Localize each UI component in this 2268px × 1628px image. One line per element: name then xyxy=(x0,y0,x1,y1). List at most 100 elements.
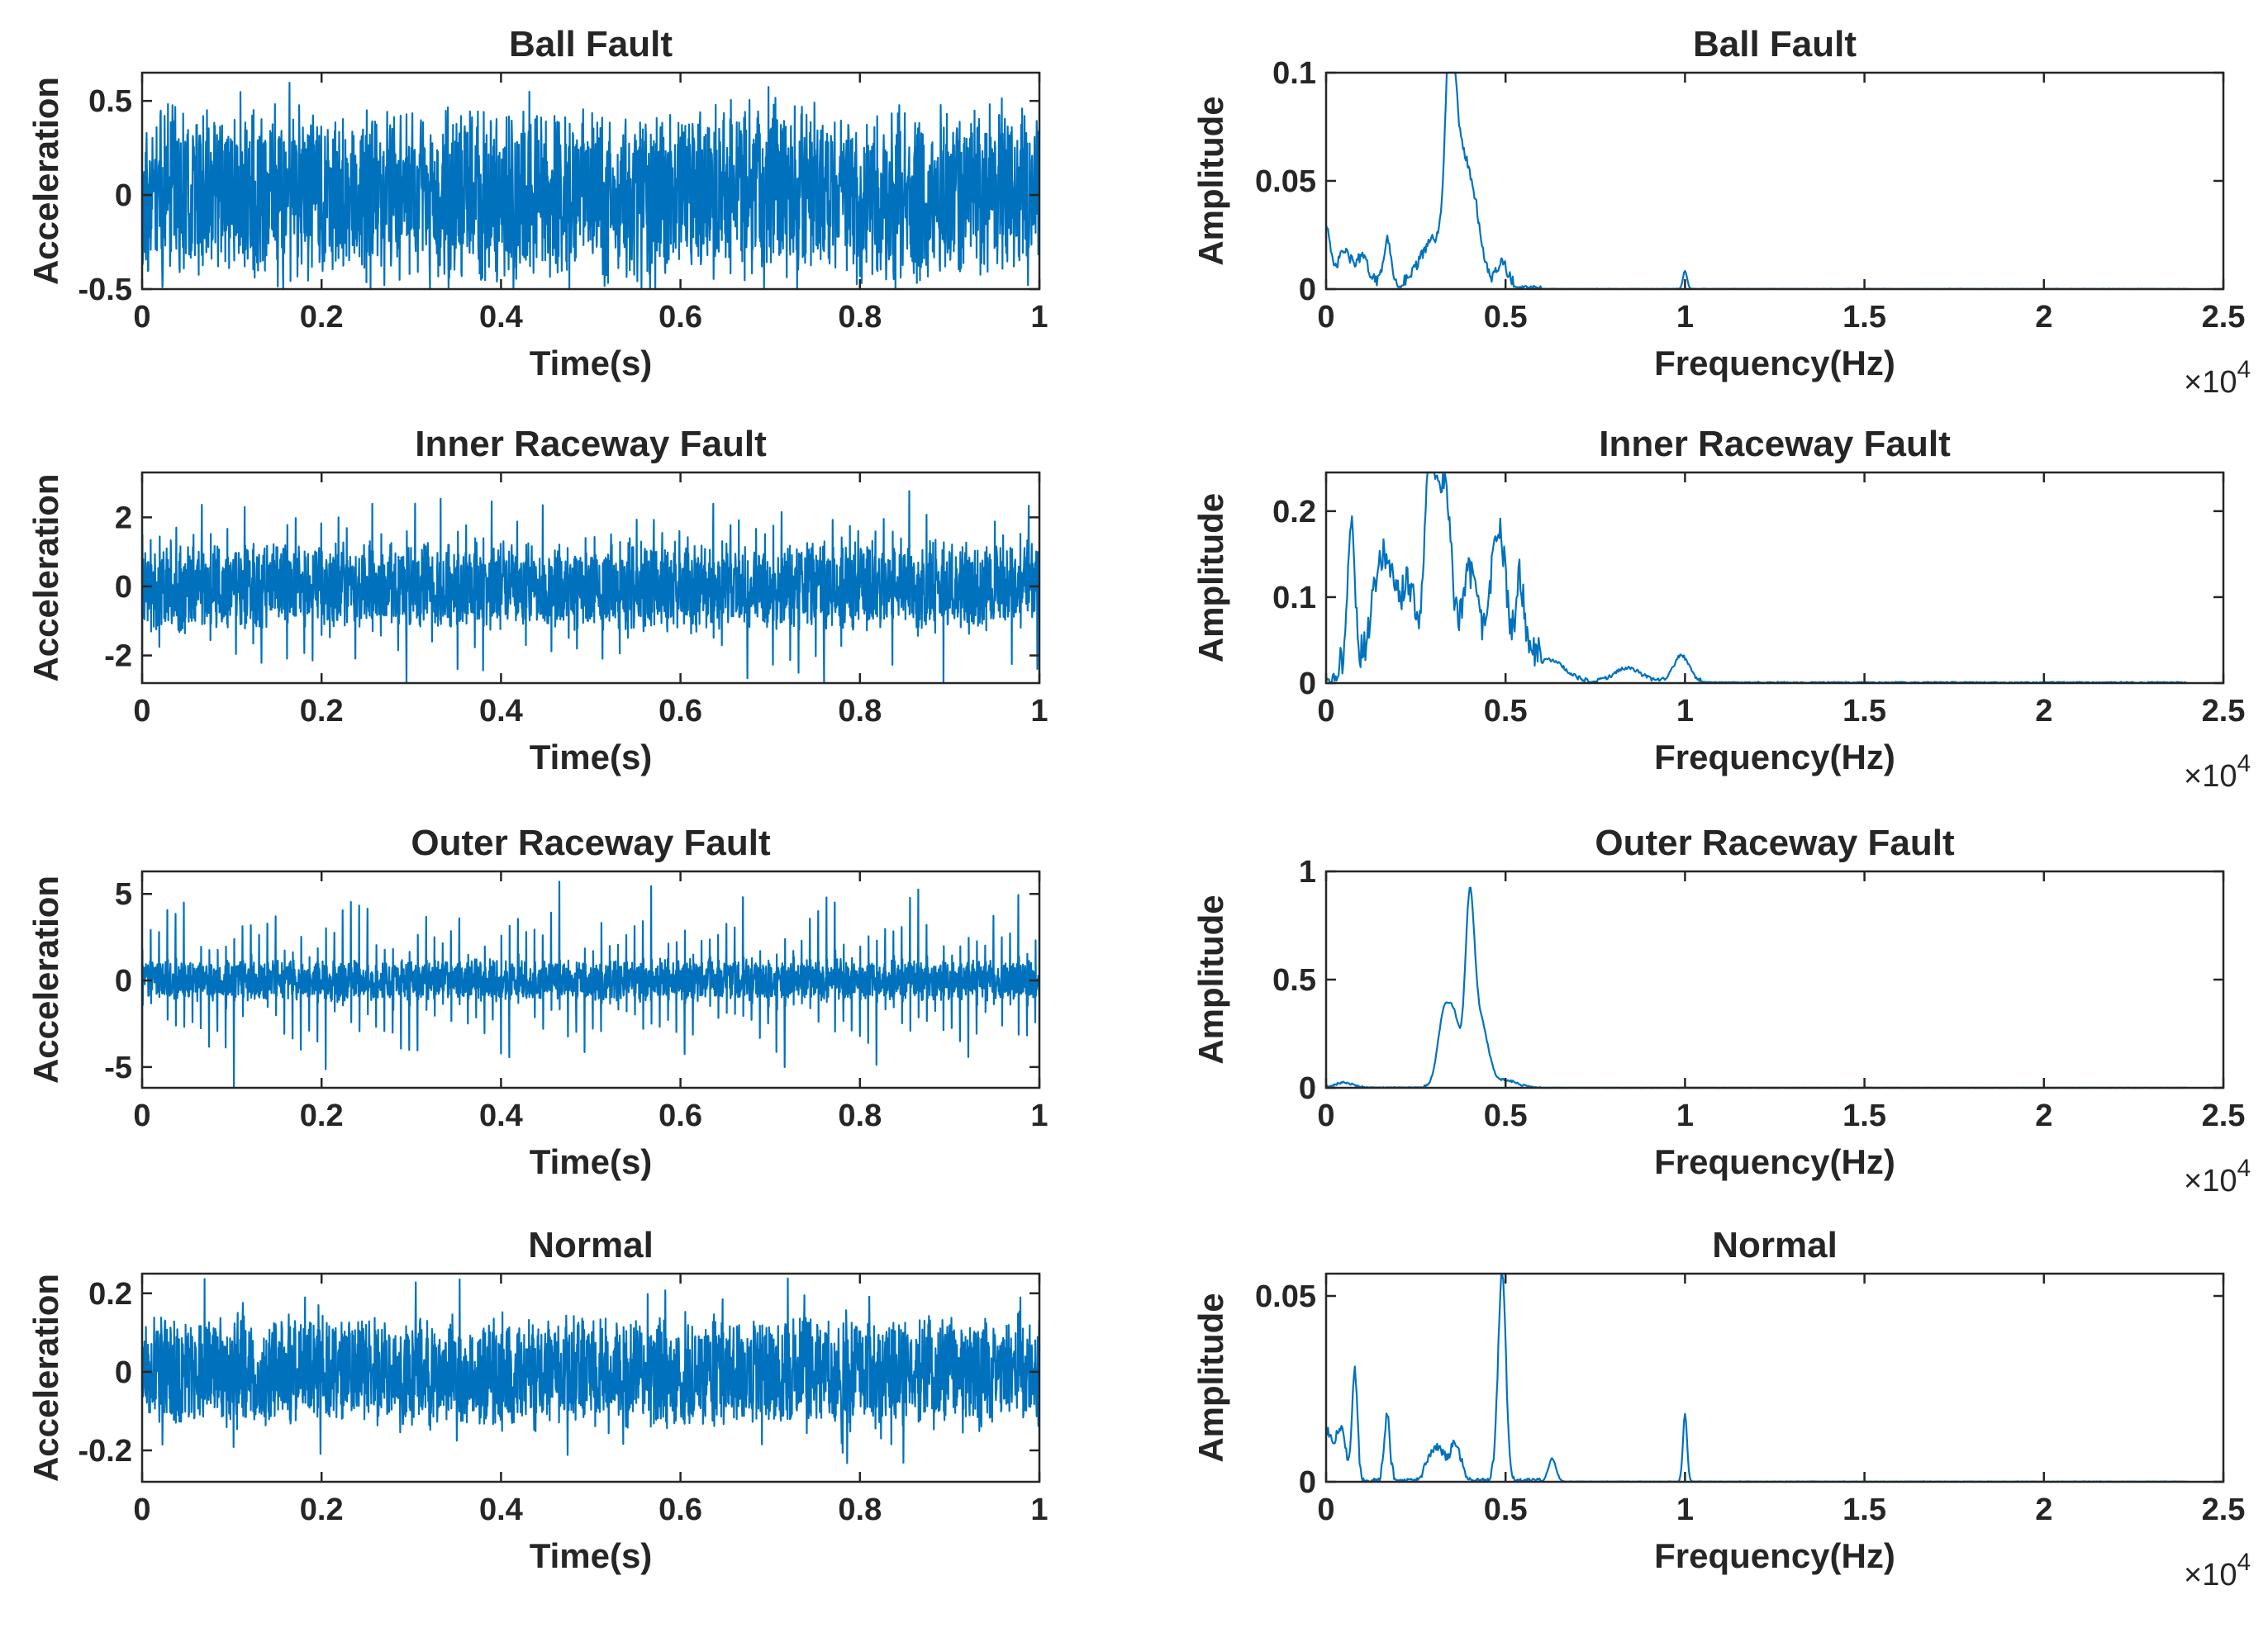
x-axis-label: Time(s) xyxy=(530,344,653,382)
x-tick-label: 0 xyxy=(1317,1099,1334,1133)
x-tick-label: 2.5 xyxy=(2202,1099,2246,1133)
axes-box xyxy=(140,1272,1041,1483)
x-tick-label: 0.6 xyxy=(659,1099,702,1133)
y-tick-label: 0 xyxy=(115,570,132,605)
y-tick-label: -0.2 xyxy=(78,1434,132,1469)
y-tick-label: 1 xyxy=(1299,855,1316,890)
x-tick-label: 0 xyxy=(133,694,150,729)
y-tick-label: 2 xyxy=(115,501,132,535)
axes-box xyxy=(140,71,1041,291)
x-tick-label: 0.8 xyxy=(838,1099,882,1133)
y-axis-label: Acceleration xyxy=(26,77,65,285)
x-axis-label: Frequency(Hz) xyxy=(1654,1536,1895,1575)
x-tick-label: 1 xyxy=(1030,694,1048,729)
y-tick-label: 0.2 xyxy=(88,1277,132,1312)
x-tick-label: 2 xyxy=(2035,300,2052,335)
x-tick-label: 0.4 xyxy=(479,1493,523,1527)
axes-box xyxy=(1324,1272,2225,1483)
x-tick-label: 1 xyxy=(1030,1493,1048,1527)
subplot-8: 0 0.5 1 1.5 2 2.5 0 0.05 Normal Frequency(Hz) Ampl… xyxy=(1191,1225,2251,1592)
series-line xyxy=(140,1277,1041,1464)
x-tick-label: 2.5 xyxy=(2202,300,2246,335)
x-tick-label: 2.5 xyxy=(2202,694,2246,729)
y-tick-label: 0.5 xyxy=(1272,963,1316,998)
x-exponent-label: ×104 xyxy=(2184,1549,2251,1592)
y-tick-label: 0.1 xyxy=(1272,56,1316,91)
y-axis-label: Acceleration xyxy=(26,876,65,1084)
x-tick-label: 2 xyxy=(2035,1099,2052,1133)
x-exponent-label: ×104 xyxy=(2184,1155,2251,1198)
subplot-title: Outer Raceway Fault xyxy=(1595,823,1955,863)
series-line xyxy=(1325,886,2188,1089)
series-line xyxy=(140,880,1041,1089)
series-line xyxy=(140,82,1041,291)
x-tick-label: 0.4 xyxy=(479,1099,523,1133)
x-tick-label: 0.5 xyxy=(1484,1099,1528,1133)
axes-box xyxy=(1324,71,2225,291)
y-tick-label: -2 xyxy=(104,639,132,674)
x-axis-label: Frequency(Hz) xyxy=(1654,1142,1895,1181)
y-tick-label: 0 xyxy=(1299,1071,1316,1106)
x-tick-label: 1.5 xyxy=(1842,1493,1886,1527)
y-tick-label: 0.2 xyxy=(1272,495,1316,529)
x-tick-label: 0 xyxy=(133,1099,150,1133)
y-tick-label: 0 xyxy=(115,964,132,999)
x-tick-label: 1 xyxy=(1676,694,1694,729)
x-tick-label: 0.8 xyxy=(838,300,882,335)
y-tick-label: 0.5 xyxy=(88,84,132,119)
x-tick-label: 0.2 xyxy=(300,1099,344,1133)
x-tick-label: 1.5 xyxy=(1842,300,1886,335)
x-tick-label: 0.5 xyxy=(1484,300,1528,335)
x-tick-label: 0 xyxy=(1317,694,1334,729)
y-axis-label: Acceleration xyxy=(26,1274,65,1482)
x-tick-label: 2.5 xyxy=(2202,1493,2246,1527)
series-line xyxy=(1324,71,2188,291)
y-tick-label: -5 xyxy=(104,1051,132,1085)
x-tick-label: 2 xyxy=(2035,1493,2052,1527)
subplot-4: 0 0.5 1 1.5 2 2.5 0 0.1 0.2 Inner Raceway Fault Fr… xyxy=(1191,424,2251,794)
x-tick-label: 0.4 xyxy=(479,694,523,729)
x-tick-label: 1 xyxy=(1676,300,1694,335)
subplot-title: Normal xyxy=(1712,1225,1838,1265)
x-axis-label: Frequency(Hz) xyxy=(1654,738,1895,776)
x-tick-label: 0.6 xyxy=(659,1493,702,1527)
y-tick-label: -0.5 xyxy=(78,273,132,307)
subplot-title: Inner Raceway Fault xyxy=(1599,424,1951,464)
x-tick-label: 2 xyxy=(2035,694,2052,729)
y-tick-label: 0 xyxy=(1299,1465,1316,1500)
x-exponent-label: ×104 xyxy=(2184,750,2251,794)
axes-box xyxy=(140,471,1041,685)
subplot-title: Outer Raceway Fault xyxy=(411,823,771,863)
x-tick-label: 0.5 xyxy=(1484,694,1528,729)
x-exponent-label: ×104 xyxy=(2184,356,2251,400)
x-tick-label: 0.4 xyxy=(479,300,523,335)
y-tick-label: 0.1 xyxy=(1272,581,1316,615)
y-tick-label: 0.05 xyxy=(1255,164,1316,199)
x-tick-label: 0 xyxy=(1317,300,1334,335)
subplot-title: Normal xyxy=(528,1225,654,1265)
axes-box xyxy=(1324,870,2225,1089)
series-line xyxy=(1325,1273,2188,1483)
x-tick-label: 0 xyxy=(133,300,150,335)
y-tick-label: 5 xyxy=(115,877,132,912)
x-axis-label: Time(s) xyxy=(530,1536,653,1575)
x-tick-label: 1 xyxy=(1676,1099,1694,1133)
x-tick-label: 0.2 xyxy=(300,694,344,729)
x-tick-label: 0.8 xyxy=(838,694,882,729)
x-axis-label: Time(s) xyxy=(530,1142,653,1181)
subplot-6: 0 0.5 1 1.5 2 2.5 0 0.5 1 Outer Raceway Fault Freq… xyxy=(1191,823,2251,1198)
subplot-title: Ball Fault xyxy=(1693,24,1857,64)
y-axis-label: Amplitude xyxy=(1191,895,1230,1064)
series-line xyxy=(140,490,1041,685)
y-axis-label: Amplitude xyxy=(1191,1293,1230,1462)
subplot-2: 0 0.5 1 1.5 2 2.5 0 0.05 0.1 Ball Fault Frequency(… xyxy=(1191,24,2251,400)
x-tick-label: 1.5 xyxy=(1842,694,1886,729)
x-tick-label: 0.2 xyxy=(300,300,344,335)
axes-box xyxy=(1324,471,2225,685)
x-tick-label: 0.8 xyxy=(838,1493,882,1527)
subplot-7: 0 0.2 0.4 0.6 0.8 1-0.200.2NormalTime(s)Accel… xyxy=(26,1225,1048,1575)
